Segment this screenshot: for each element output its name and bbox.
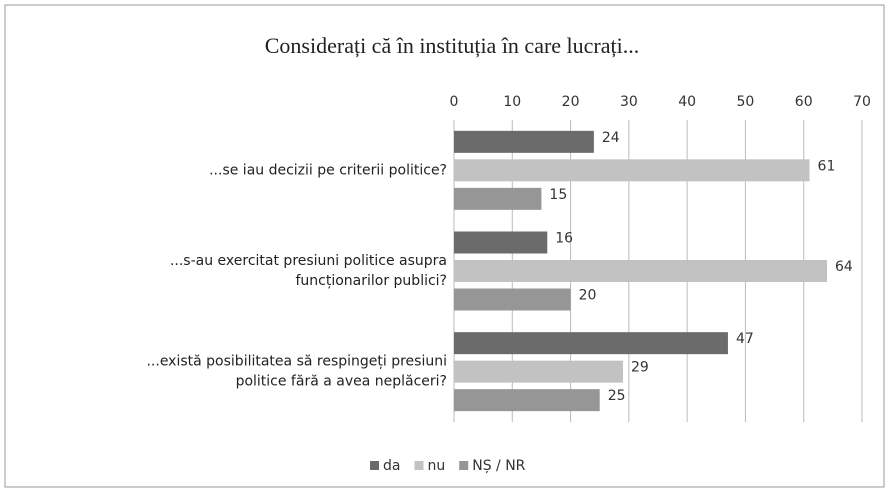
x-tick-label: 60 — [795, 94, 813, 110]
bar — [454, 389, 600, 412]
bar — [454, 332, 728, 355]
category-label: ...s-au exercitat presiuni politice asup… — [170, 253, 447, 269]
x-tick-label: 0 — [450, 94, 459, 110]
bar — [454, 360, 624, 383]
legend-label: NȘ / NR — [472, 458, 525, 474]
value-label: 24 — [602, 130, 620, 146]
legend-label: da — [383, 458, 400, 474]
bar — [454, 130, 594, 153]
legend-swatch — [370, 461, 379, 470]
legend-swatch — [459, 461, 469, 470]
x-tick-label: 10 — [503, 94, 521, 110]
bar — [454, 288, 571, 311]
bar — [454, 187, 542, 210]
legend-swatch — [414, 461, 424, 470]
category-label: funcționarilor publici? — [295, 273, 447, 289]
value-label: 16 — [555, 231, 573, 247]
legend-label: nu — [427, 458, 445, 474]
x-tick-label: 70 — [853, 94, 871, 110]
bar — [454, 231, 548, 254]
value-label: 20 — [579, 288, 597, 304]
category-label: politice fără a avea neplăceri? — [236, 374, 447, 390]
value-label: 64 — [835, 259, 853, 275]
value-label: 15 — [549, 187, 567, 203]
value-label: 61 — [818, 158, 836, 174]
value-label: 47 — [736, 331, 754, 347]
x-tick-label: 20 — [562, 94, 580, 110]
category-label: ...există posibilitatea să respingeți pr… — [146, 354, 447, 370]
chart-title: Considerați că în instituția în care luc… — [265, 33, 640, 58]
bar — [454, 159, 810, 182]
x-tick-label: 40 — [678, 94, 696, 110]
x-tick-label: 30 — [620, 94, 638, 110]
chart-frame — [4, 4, 885, 488]
value-label: 29 — [631, 360, 649, 376]
value-label: 25 — [608, 388, 626, 404]
x-tick-label: 50 — [737, 94, 755, 110]
bar — [454, 260, 828, 282]
category-label: ...se iau decizii pe criterii politice? — [209, 162, 447, 178]
